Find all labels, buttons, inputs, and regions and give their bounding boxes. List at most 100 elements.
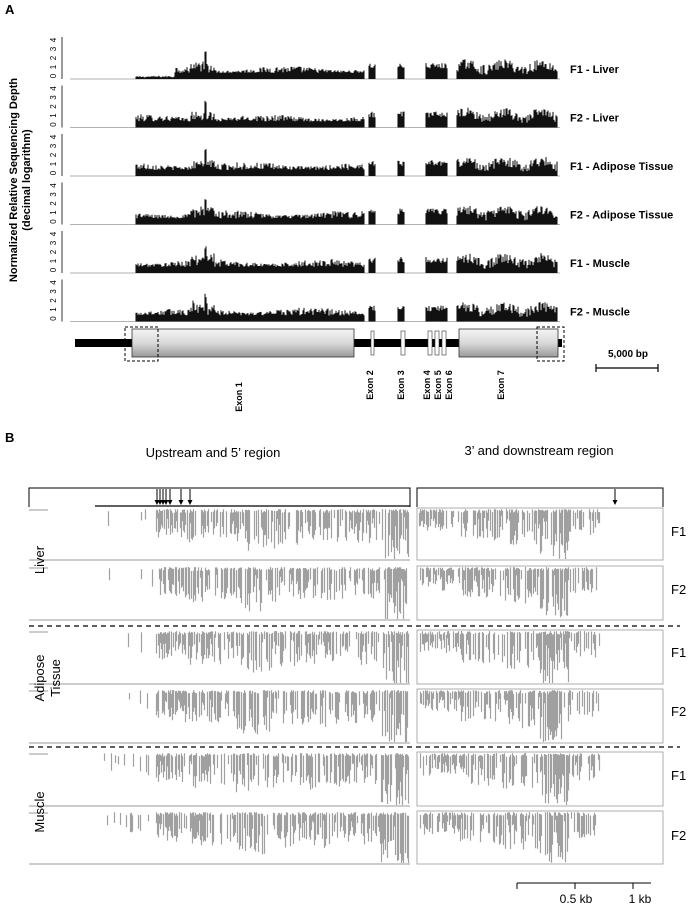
coverage-track-1: 0 1 2 3 4 F1 - Liver: [49, 37, 620, 80]
coverage-track-3: 0 1 2 3 4 F1 - Adipose Tissue: [49, 134, 673, 177]
coverage-bars: [135, 100, 558, 128]
tss-arrow: [187, 489, 193, 505]
y-tick-label: 4: [49, 280, 58, 285]
panel-a-letter: A: [5, 2, 15, 17]
read-pileup: [419, 631, 601, 683]
y-tick-label: 3: [49, 143, 58, 148]
right-panel-frame: [416, 507, 664, 561]
polyA-arrow: [612, 489, 618, 505]
read-pileup: [419, 812, 597, 863]
read-row-adipose-f1: [29, 629, 664, 685]
y-tick-label: 0: [49, 170, 58, 175]
sample-label-muscle-f2: F2: [671, 828, 686, 843]
sample-labels: F1 F2 F1 F2 F1 F2: [671, 524, 686, 843]
y-tick-label: 2: [49, 152, 58, 157]
tss-arrow: [178, 489, 184, 505]
read-row-liver-f1: [29, 507, 664, 561]
exon-1-block: [131, 328, 355, 358]
y-tick-label: 0: [49, 219, 58, 224]
exon-3-label: Exon 3: [396, 370, 406, 400]
y-tick-label: 1: [49, 307, 58, 312]
bp-scale-bar: 5,000 bp: [595, 349, 659, 372]
y-tick-label: 3: [49, 240, 58, 245]
y-tick-label: 2: [49, 249, 58, 254]
y-tick-label: 0: [49, 122, 58, 127]
exon-2-block: [370, 330, 375, 356]
track-label: F2 - Muscle: [570, 307, 630, 319]
y-tick-label: 2: [49, 201, 58, 206]
right-panel-frame: [416, 629, 664, 685]
sample-label-adipose-f1: F1: [671, 645, 686, 660]
exon-5-label: Exon 5: [433, 370, 443, 400]
sample-label-adipose-f2: F2: [671, 704, 686, 719]
upstream-zoom-box: [124, 326, 159, 362]
y-axis-title: Normalized Relative Sequencing Depth: [8, 78, 20, 282]
coverage-bars: [135, 149, 558, 176]
panel-b-letter: B: [5, 430, 14, 445]
right-panel-frame: [416, 751, 664, 807]
exon-2-label: Exon 2: [365, 370, 375, 400]
y-tick-label: 0: [49, 316, 58, 321]
downstream-bracket: [416, 487, 664, 507]
coverage-bars: [135, 293, 558, 322]
exon-6-label: Exon 6: [444, 370, 454, 400]
kb-scale-label-05: 0.5 kb: [560, 892, 593, 906]
read-row-liver-f2: [29, 565, 664, 621]
right-panel-frame: [416, 688, 664, 744]
tss-arrow: [163, 489, 169, 505]
upstream-region-title: Upstream and 5’ region: [146, 445, 281, 460]
exon-4-label: Exon 4: [422, 370, 432, 400]
bp-scale-label: 5,000 bp: [608, 349, 648, 360]
y-tick-label: 4: [49, 86, 58, 91]
read-pileup: [127, 631, 410, 683]
y-tick-label: 4: [49, 134, 58, 139]
coverage-track-2: 0 1 2 3 4 F2 - Liver: [49, 85, 620, 128]
read-row-adipose-f2: [29, 688, 664, 744]
read-pileup: [108, 567, 408, 619]
exon-7-block: [458, 328, 559, 358]
exon-4-block: [427, 330, 433, 356]
track-label: F2 - Adipose Tissue: [570, 210, 673, 222]
tss-arrows: [154, 489, 618, 505]
y-tick-label: 2: [49, 298, 58, 303]
exon-5-block: [434, 330, 440, 356]
exon-7-label: Exon 7: [496, 370, 506, 400]
tss-arrow: [167, 489, 173, 505]
y-axis-subtitle: (decimal logarithm): [21, 129, 33, 231]
read-pileup: [419, 567, 598, 618]
read-pileup: [419, 690, 600, 742]
y-tick-label: 1: [49, 161, 58, 166]
y-tick-label: 3: [49, 192, 58, 197]
exon-labels: Exon 1 Exon 2 Exon 3 Exon 4 Exon 5 Exon …: [234, 370, 506, 412]
sample-label-muscle-f1: F1: [671, 768, 686, 783]
y-tick-label: 1: [49, 210, 58, 215]
tissue-label-adipose-line1: Adipose: [32, 655, 47, 702]
right-panel-frame: [416, 810, 664, 865]
downstream-region-title: 3’ and downstream region: [464, 443, 613, 458]
y-tick-label: 2: [49, 104, 58, 109]
exon-3-block: [400, 330, 406, 356]
kb-scale-label-1: 1 kb: [629, 892, 652, 906]
y-tick-label: 0: [49, 73, 58, 78]
coverage-bars: [135, 246, 558, 273]
tss-arrow: [154, 489, 160, 505]
upstream-bracket: [28, 487, 411, 507]
read-row-muscle-f2: [29, 810, 664, 865]
exon-1-label: Exon 1: [234, 382, 244, 412]
y-tick-label: 4: [49, 183, 58, 188]
y-tick-label: 0: [49, 267, 58, 272]
exon-6-block: [441, 330, 447, 356]
tss-arrow: [160, 489, 166, 505]
read-pileup: [418, 509, 601, 559]
right-panel-frame: [416, 565, 664, 621]
tissue-label-muscle: Muscle: [32, 791, 47, 832]
coverage-bars: [135, 199, 558, 225]
read-pileup: [419, 753, 601, 805]
track-label: F1 - Muscle: [570, 258, 630, 270]
track-label: F1 - Liver: [570, 64, 620, 76]
y-tick-label: 3: [49, 46, 58, 51]
kb-scale-bar: 0.5 kb 1 kb: [516, 882, 652, 906]
coverage-track-6: 0 1 2 3 4 F2 - Muscle: [49, 279, 630, 322]
sample-label-liver-f1: F1: [671, 524, 686, 539]
y-tick-label: 3: [49, 95, 58, 100]
